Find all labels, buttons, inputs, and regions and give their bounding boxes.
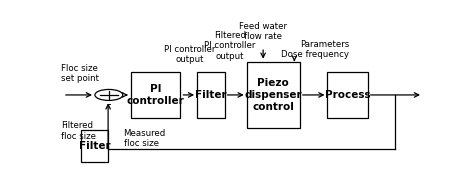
Text: Measured
floc size: Measured floc size (124, 129, 166, 148)
Text: -: - (107, 98, 111, 111)
Text: Process: Process (325, 90, 371, 100)
Circle shape (95, 89, 123, 100)
Text: Piezo
dispenser
control: Piezo dispenser control (245, 78, 302, 111)
Text: Filtered
floc size: Filtered floc size (61, 121, 96, 141)
Text: Filter: Filter (79, 141, 110, 151)
Text: Floc size
set point: Floc size set point (61, 64, 99, 83)
Text: Parameters: Parameters (300, 40, 349, 49)
Bar (81, 130, 108, 161)
Text: Feed water
flow rate: Feed water flow rate (239, 22, 287, 41)
Bar (197, 72, 225, 118)
Bar (131, 72, 181, 118)
Text: Dose frequency: Dose frequency (281, 50, 348, 59)
Bar (246, 62, 300, 128)
Text: Filter: Filter (195, 90, 227, 100)
Text: Filtered
PI controller
output: Filtered PI controller output (204, 31, 256, 61)
Text: PI
controller: PI controller (127, 84, 184, 106)
Bar (328, 72, 368, 118)
Text: PI controller
output: PI controller output (164, 45, 215, 64)
